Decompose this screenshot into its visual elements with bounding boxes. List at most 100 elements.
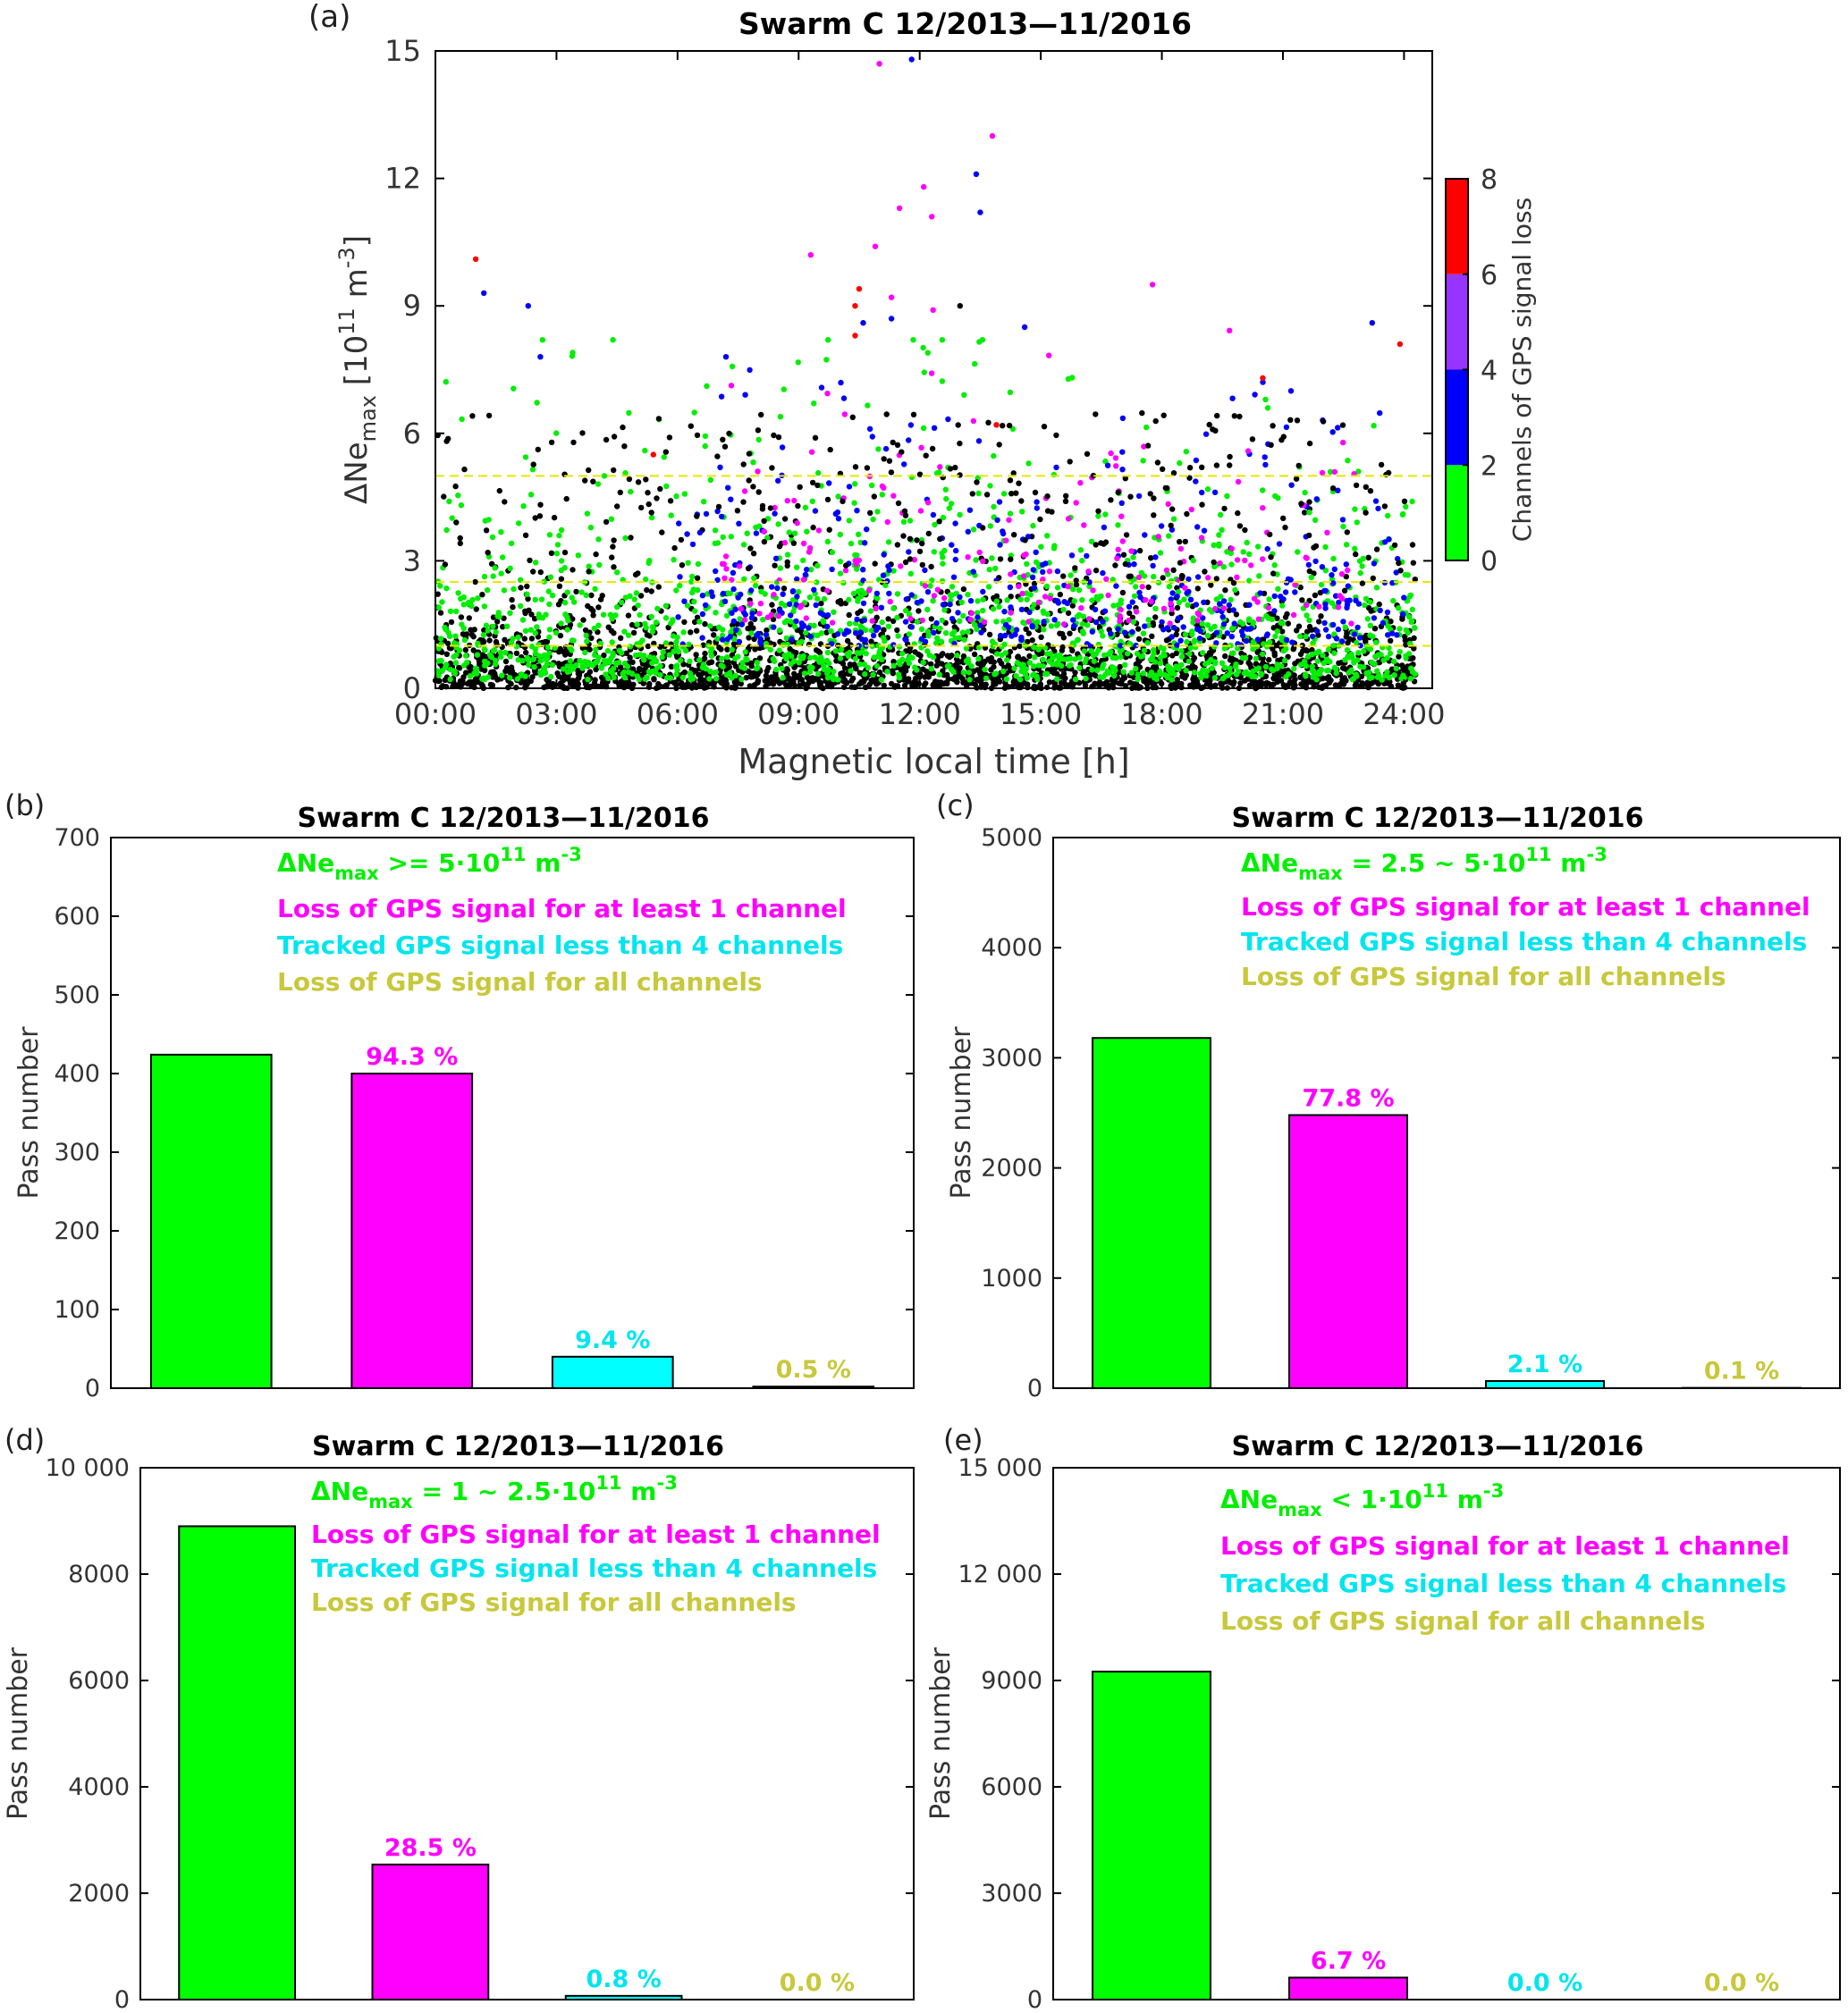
scatter-point (1194, 618, 1201, 624)
scatter-point (997, 542, 1003, 548)
scatter-point (803, 629, 809, 636)
x-tick-label: 03:00 (515, 697, 597, 731)
y-tick-label: 0 (1027, 1986, 1042, 2013)
scatter-point (1135, 676, 1141, 683)
scatter-point (960, 670, 967, 676)
scatter-point (1216, 532, 1222, 538)
scatter-point (553, 551, 561, 557)
scatter-point (973, 557, 979, 563)
scatter-point (1117, 613, 1123, 619)
scatter-point (837, 655, 844, 661)
y-tick-label: 6000 (68, 1667, 130, 1695)
scatter-point (673, 639, 679, 645)
scatter-point (1253, 661, 1260, 667)
scatter-point (458, 614, 465, 620)
scatter-point (621, 674, 629, 681)
scatter-point (1396, 560, 1402, 567)
scatter-point (1029, 574, 1036, 580)
scatter-point (1171, 671, 1177, 678)
scatter-point (1031, 663, 1037, 670)
scatter-point (1123, 683, 1129, 689)
scatter-point (1262, 396, 1269, 403)
scatter-point (1013, 627, 1020, 633)
scatter-point (951, 628, 958, 635)
scatter-point (1094, 667, 1101, 673)
scatter-point (529, 467, 536, 473)
scatter-point (881, 552, 887, 558)
panel-d-bar-chart: (d) Swarm C 12/2013—11/201602000400060008… (3, 1423, 915, 2013)
scatter-point (1169, 526, 1176, 533)
scatter-point (484, 587, 491, 594)
scatter-point (1175, 589, 1182, 595)
scatter-point (1149, 282, 1156, 288)
scatter-point (501, 587, 508, 594)
scatter-point (1393, 665, 1400, 672)
scatter-point (972, 621, 978, 628)
scatter-point (843, 562, 849, 569)
scatter-point (714, 453, 721, 459)
scatter-outlier-point (888, 316, 895, 322)
scatter-point (502, 636, 508, 643)
y-tick-label: 6000 (981, 1773, 1042, 1801)
scatter-point (873, 590, 881, 597)
scatter-point (1095, 596, 1101, 602)
scatter-point (1344, 604, 1350, 611)
scatter-point (1030, 567, 1037, 573)
scatter-point (1182, 585, 1188, 591)
scatter-point (933, 619, 940, 627)
scatter-point (903, 668, 909, 674)
scatter-point (1168, 577, 1175, 585)
scatter-point (462, 653, 469, 659)
scatter-outlier-point (481, 290, 487, 297)
scatter-point (781, 540, 789, 546)
scatter-point (628, 535, 634, 541)
scatter-point (1344, 647, 1351, 653)
scatter-point (767, 646, 773, 653)
scatter-point (784, 552, 791, 558)
scatter-point (838, 379, 844, 386)
scatter-point (1093, 411, 1099, 417)
scatter-point (1118, 680, 1125, 686)
scatter-point (579, 661, 586, 668)
scatter-point (536, 614, 542, 621)
scatter-point (881, 682, 887, 688)
scatter-point (931, 549, 938, 555)
scatter-point (527, 678, 534, 685)
scatter-point (1380, 619, 1387, 627)
scatter-point (1351, 660, 1357, 666)
scatter-point (657, 644, 663, 650)
scatter-point (657, 671, 663, 678)
scatter-point (1397, 626, 1403, 632)
scatter-point (951, 662, 958, 669)
scatter-outlier-point (876, 61, 882, 67)
scatter-point (519, 617, 527, 623)
bar (1288, 1114, 1408, 1389)
scatter-point (688, 578, 695, 585)
scatter-point (1357, 569, 1363, 577)
scatter-point (1385, 632, 1391, 638)
scatter-point (1260, 487, 1266, 493)
scatter-point (775, 477, 781, 484)
scatter-point (957, 440, 963, 447)
scatter-point (1282, 589, 1289, 595)
scatter-point (750, 625, 756, 631)
scatter-point (842, 568, 849, 574)
scatter-point (1412, 625, 1418, 631)
scatter-point (1043, 583, 1051, 590)
scatter-point (457, 535, 463, 542)
scatter-point (485, 627, 491, 634)
scatter-point (688, 629, 694, 636)
scatter-point (980, 607, 986, 614)
scatter-point (730, 569, 737, 576)
scatter-point (1059, 647, 1066, 654)
scatter-point (990, 606, 997, 612)
scatter-point (894, 627, 900, 634)
scatter-point (604, 658, 611, 664)
scatter-point (970, 569, 976, 575)
scatter-point (1010, 678, 1017, 686)
scatter-point (445, 435, 451, 442)
y-tick-label: 3000 (981, 1880, 1042, 1908)
scatter-point (736, 520, 742, 526)
scatter-point (1283, 645, 1289, 653)
scatter-point (806, 544, 814, 552)
